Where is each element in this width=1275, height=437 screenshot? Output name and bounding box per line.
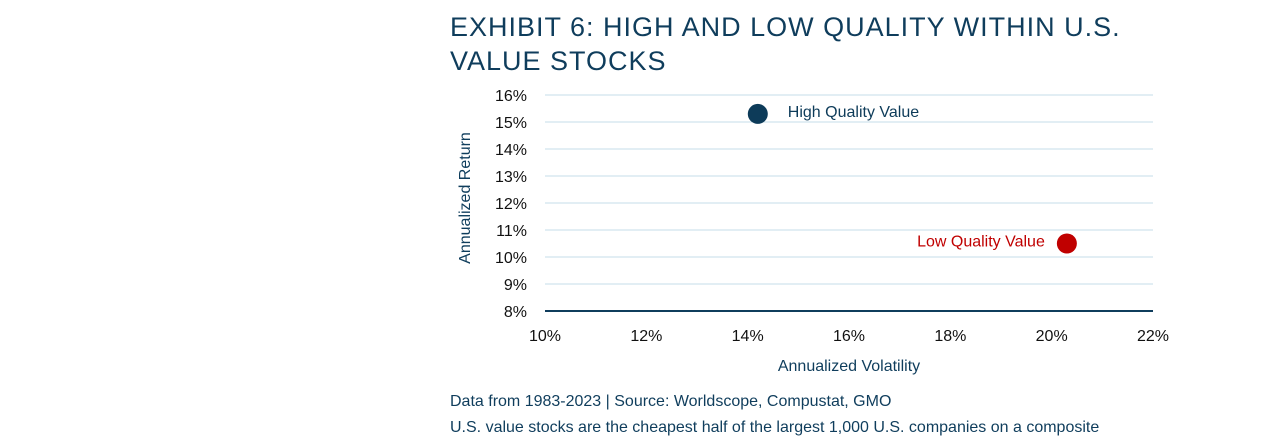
data-point-label: High Quality Value	[788, 104, 919, 121]
x-tick-label: 10%	[529, 328, 561, 345]
y-tick-label: 11%	[496, 223, 527, 240]
footnote: U.S. value stocks are the cheapest half …	[450, 419, 1100, 436]
gridlines	[545, 94, 1153, 285]
x-tick-label: 16%	[833, 328, 865, 345]
y-tick-label: 8%	[504, 304, 527, 321]
data-point-0	[747, 103, 768, 124]
x-tick-label: 12%	[630, 328, 662, 345]
y-axis-ticks: 8% 9% 10% 11% 12% 13% 14% 15% 16%	[495, 88, 527, 321]
y-tick-label: 12%	[495, 196, 527, 213]
x-tick-label: 22%	[1137, 328, 1169, 345]
scatter-chart: 8% 9% 10% 11% 12% 13% 14% 15% 16% 10% 12% 14% 16% 18…	[457, 88, 1169, 375]
data-point-label: Low Quality Value	[917, 234, 1045, 251]
source-note: Data from 1983-2023 | Source: Worldscope…	[450, 393, 892, 410]
x-tick-label: 14%	[732, 328, 764, 345]
y-tick-label: 16%	[495, 88, 527, 105]
data-point-1	[1056, 233, 1077, 254]
data-points: High Quality Value Low Quality Value	[747, 103, 1077, 254]
x-tick-label: 20%	[1036, 328, 1068, 345]
x-axis-label: Annualized Volatility	[778, 358, 920, 375]
y-tick-label: 15%	[495, 115, 527, 132]
y-tick-label: 13%	[495, 169, 527, 186]
y-axis-label: Annualized Return	[457, 132, 474, 264]
chart-title: EXHIBIT 6: HIGH AND LOW QUALITY WITHIN U…	[450, 12, 1121, 76]
x-axis-ticks: 10% 12% 14% 16% 18% 20% 22%	[529, 328, 1169, 345]
x-tick-label: 18%	[934, 328, 966, 345]
y-tick-label: 14%	[495, 142, 527, 159]
y-tick-label: 10%	[495, 250, 527, 267]
y-tick-label: 9%	[504, 277, 527, 294]
